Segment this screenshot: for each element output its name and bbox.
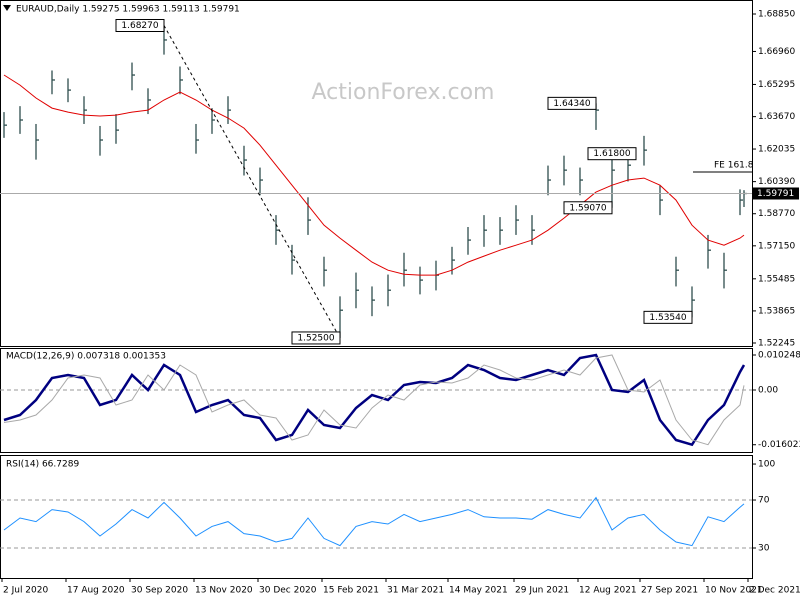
x-tick-label: 31 Mar 2021 xyxy=(387,586,444,596)
symbol-icon xyxy=(3,5,11,11)
x-tick-label: 2 Jul 2020 xyxy=(3,586,48,596)
y-tick-label: 1.62035 xyxy=(758,145,795,155)
price-title: EURAUD,Daily 1.59275 1.59963 1.59113 1.5… xyxy=(16,5,240,15)
annotation-label: 1.68270 xyxy=(121,21,158,31)
x-tick-label: 12 Aug 2021 xyxy=(579,586,637,596)
series-line xyxy=(3,74,745,276)
x-tick-label: 30 Sep 2020 xyxy=(131,586,188,596)
annotation-label: 1.52500 xyxy=(297,333,334,343)
y-tick-label: 1.65295 xyxy=(758,80,795,90)
annotation-label: 1.64340 xyxy=(553,99,590,109)
macd-title: MACD(12,26,9) 0.007318 0.001353 xyxy=(6,352,166,362)
y-tick-label: 1.55485 xyxy=(758,274,795,284)
annotation-box xyxy=(291,331,341,345)
x-tick-label: 17 Aug 2020 xyxy=(67,586,125,596)
panel-2: 100 70 30 xyxy=(0,460,775,554)
y-tick-label: 1.60390 xyxy=(758,177,795,187)
watermark: ActionForex.com xyxy=(312,80,495,105)
y-tick-label: 1.52245 xyxy=(758,339,795,349)
y-tick-label: 100 xyxy=(758,460,775,470)
y-tick-label: 1.57150 xyxy=(758,241,795,251)
fe-label: FE 161.8 xyxy=(714,161,754,171)
x-tick-label: 13 Nov 2020 xyxy=(195,586,253,596)
y-tick-label: 1.68850 xyxy=(758,10,795,20)
y-tick-label: 30 xyxy=(758,544,770,554)
y-tick-label: 0.00 xyxy=(758,386,778,396)
annotation-box xyxy=(547,96,597,110)
rsi-panel xyxy=(0,455,753,579)
last-price-label: 1.59791 xyxy=(757,189,794,199)
y-tick-label: 1.63670 xyxy=(758,112,795,122)
price-panel xyxy=(0,0,753,347)
panel-0: 1.68850 1.66960 1.65295 1.63670 1.62035 1.603… xyxy=(0,10,799,349)
last-price-box xyxy=(753,187,799,200)
macd-panel xyxy=(0,348,753,453)
annotation-label: 1.61800 xyxy=(593,149,630,159)
y-tick-label: 70 xyxy=(758,496,770,506)
y-tick-label: 1.58770 xyxy=(758,209,795,219)
series-line xyxy=(3,354,745,446)
rsi-title: RSI(14) 66.7289 xyxy=(6,460,79,470)
annotation-box xyxy=(115,18,165,32)
annotation-label: 1.53540 xyxy=(649,313,686,323)
y-tick-label: 1.66960 xyxy=(758,47,795,57)
x-tick-label: 2 Dec 2021 xyxy=(749,586,800,596)
x-tick-label: 14 May 2021 xyxy=(449,586,508,596)
x-tick-label: 15 Feb 2021 xyxy=(323,586,379,596)
x-tick-label: 29 Jun 2021 xyxy=(515,586,569,596)
x-tick-label: 10 Nov 2021 xyxy=(705,586,763,596)
annotation-box xyxy=(643,310,693,324)
x-tick-label: 30 Dec 2020 xyxy=(259,586,317,596)
series-line xyxy=(3,496,745,547)
annotation-label: 1.59070 xyxy=(569,203,606,213)
y-tick-label: 1.53865 xyxy=(758,306,795,316)
annotation-box xyxy=(563,201,613,215)
y-tick-label: 0.010248 xyxy=(758,351,800,361)
panel-1: 0.010248 0.00 -0.016023 xyxy=(0,351,800,450)
x-tick-label: 27 Sep 2021 xyxy=(641,586,698,596)
y-tick-label: -0.016023 xyxy=(758,440,800,450)
annotation-box xyxy=(587,147,637,161)
